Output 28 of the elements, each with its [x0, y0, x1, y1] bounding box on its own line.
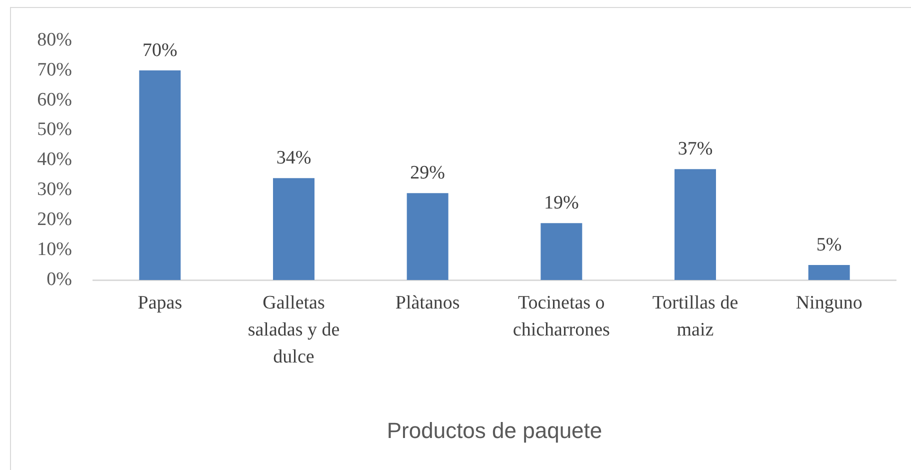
y-tick-label: 0% — [46, 268, 72, 290]
x-tick-label: Plàtanos — [395, 292, 460, 314]
y-tick-label: 50% — [37, 119, 72, 140]
data-label: 70% — [142, 40, 178, 61]
x-axis-title: Productos de paquete — [386, 418, 602, 443]
data-label: 37% — [678, 138, 713, 160]
data-label: 5% — [816, 234, 842, 256]
x-tick-label: Tocinetas o chicharrones — [512, 292, 610, 340]
y-tick-label: 30% — [37, 179, 72, 200]
data-label: 34% — [276, 148, 312, 169]
y-tick-label: 80% — [37, 29, 72, 50]
data-label: 19% — [544, 192, 580, 214]
data-label: 29% — [410, 162, 446, 184]
y-tick-label: 60% — [37, 89, 72, 110]
x-tick-label: Galletas saladas y de dulce — [248, 292, 340, 368]
bar — [540, 223, 582, 280]
x-tick-label: Ninguno — [796, 292, 862, 314]
y-tick-label: 10% — [37, 239, 72, 260]
x-tick-label: Tortillas de maiz — [652, 292, 738, 340]
bar — [808, 265, 850, 280]
bar — [139, 70, 181, 280]
y-tick-label: 40% — [37, 149, 72, 170]
y-tick-label: 20% — [37, 209, 72, 230]
bar — [273, 178, 314, 280]
y-tick-label: 70% — [37, 59, 72, 80]
bar — [674, 169, 716, 280]
x-tick-label: Papas — [138, 292, 182, 314]
bar — [406, 193, 448, 280]
